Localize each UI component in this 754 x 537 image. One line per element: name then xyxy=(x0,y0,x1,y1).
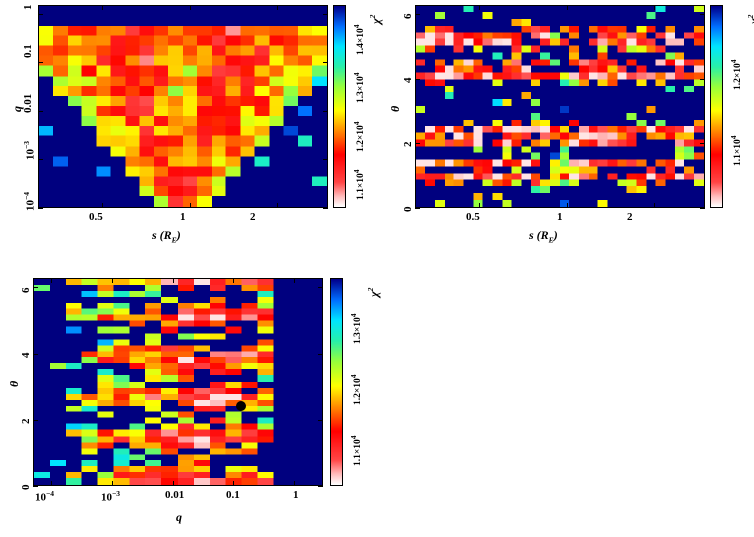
panel-s-q: 1 0.1 0.01 10−3 10−4 q 0.5 1 2 s (RE) 1.… xyxy=(0,0,383,250)
ytick-mark xyxy=(415,208,420,209)
xtick-label-1: 1 xyxy=(557,211,563,223)
xtick-mark xyxy=(566,5,568,10)
ytick-mark xyxy=(700,78,705,80)
xtick-label-2: 2 xyxy=(250,211,256,223)
xaxis-title-s: s (RE) xyxy=(152,228,181,245)
xtick-mark xyxy=(233,481,235,486)
ytick-mark xyxy=(700,143,705,145)
yaxis-title-q: q xyxy=(10,106,24,112)
colorbar-tick-11000: 1.1×104 xyxy=(349,435,364,466)
xtick-mark xyxy=(233,278,235,283)
ytick-mark xyxy=(323,208,328,209)
ytick-label-2: 2 xyxy=(20,418,32,425)
ytick-label-1: 1 xyxy=(22,4,34,11)
xaxis-title-q: q xyxy=(176,510,182,524)
ytick-mark xyxy=(33,419,38,421)
ytick-mark xyxy=(323,159,328,161)
xtick-mark xyxy=(51,481,53,486)
xtick-label-0p5: 0.5 xyxy=(466,211,480,223)
ytick-label-6: 6 xyxy=(20,287,32,294)
yaxis-title-theta: θ xyxy=(7,380,21,387)
xtick-mark xyxy=(294,481,296,486)
xaxis-title-s: s (RE) xyxy=(529,228,558,245)
panel-s-theta: 0 2 4 6 θ 0.5 1 2 s (RE) 1.1×104 1.2×104… xyxy=(380,0,754,250)
colorbar-tick-13000: 1.3×104 xyxy=(349,313,364,344)
xtick-mark xyxy=(479,203,481,208)
yaxis-title-theta: θ xyxy=(388,105,402,112)
ytick-label-4: 4 xyxy=(20,352,32,359)
colorbar-tick-13000: 1.3×104 xyxy=(352,72,367,103)
xtick-mark xyxy=(189,203,191,208)
ytick-mark xyxy=(415,78,420,80)
colorbar-title-chisq: χ2 xyxy=(746,15,754,24)
ytick-mark xyxy=(38,62,43,64)
ytick-label-0: 0 xyxy=(20,484,32,491)
colorbar-tick-12000: 1.2×104 xyxy=(729,59,744,90)
colorbar-q-theta xyxy=(330,278,343,486)
xtick-mark xyxy=(51,278,53,283)
ytick-label-6: 6 xyxy=(402,13,414,20)
colorbar-tick-11000: 1.1×104 xyxy=(352,169,367,200)
ytick-mark xyxy=(38,159,43,161)
ytick-mark xyxy=(33,486,38,487)
xtick-label-1: 1 xyxy=(180,211,186,223)
ytick-mark xyxy=(318,353,323,355)
xtick-mark xyxy=(111,481,113,486)
xtick-mark xyxy=(276,5,278,10)
ytick-mark xyxy=(415,14,420,16)
xtick-label-0p1: 0.1 xyxy=(226,489,240,501)
best-fit-point xyxy=(236,400,247,411)
ytick-mark xyxy=(323,13,328,15)
xtick-label-0p5: 0.5 xyxy=(89,211,103,223)
xtick-mark xyxy=(172,278,174,283)
ytick-mark xyxy=(323,110,328,112)
heatmap-q-theta xyxy=(33,278,323,486)
heatmap-s-theta xyxy=(415,5,705,208)
ytick-mark xyxy=(700,14,705,16)
ytick-mark xyxy=(700,208,705,209)
colorbar-s-q xyxy=(333,5,346,208)
colorbar-tick-14000: 1.4×104 xyxy=(352,24,367,55)
colorbar-title-chisq: χ2 xyxy=(366,287,381,297)
ytick-mark xyxy=(38,208,43,209)
xtick-label-2: 2 xyxy=(627,211,633,223)
ytick-mark xyxy=(33,287,38,289)
ytick-label-1e-3: 10−3 xyxy=(22,140,37,160)
ytick-mark xyxy=(318,486,323,487)
xtick-mark xyxy=(653,203,655,208)
xtick-label-0p01: 0.01 xyxy=(165,489,185,501)
heatmap-s-q xyxy=(38,5,328,208)
xtick-mark xyxy=(294,278,296,283)
colorbar-tick-12000: 1.2×104 xyxy=(349,374,364,405)
xtick-label-1e-3: 10−3 xyxy=(101,489,121,504)
ytick-label-1e-4: 10−4 xyxy=(22,191,37,211)
ytick-mark xyxy=(318,419,323,421)
ytick-mark xyxy=(33,353,38,355)
ytick-mark xyxy=(318,287,323,289)
xtick-mark xyxy=(172,481,174,486)
ytick-label-0: 0 xyxy=(402,206,414,213)
panel-q-theta: 0 2 4 6 θ 10−4 10−3 0.01 0.1 1 q 1.1×104… xyxy=(0,265,400,537)
xtick-mark xyxy=(479,5,481,10)
xtick-mark xyxy=(566,203,568,208)
ytick-mark xyxy=(38,13,43,15)
xtick-mark xyxy=(102,203,104,208)
xtick-label-1e-4: 10−4 xyxy=(35,489,55,504)
ytick-label-0p1: 0.1 xyxy=(22,44,34,58)
colorbar-s-theta xyxy=(710,5,723,208)
xtick-label-1: 1 xyxy=(293,489,299,501)
ytick-mark xyxy=(415,143,420,145)
ytick-label-4: 4 xyxy=(402,77,414,84)
xtick-mark xyxy=(653,5,655,10)
ytick-mark xyxy=(38,110,43,112)
colorbar-tick-12000: 1.2×104 xyxy=(352,121,367,152)
ytick-label-2: 2 xyxy=(402,141,414,148)
ytick-mark xyxy=(323,62,328,64)
xtick-mark xyxy=(189,5,191,10)
xtick-mark xyxy=(102,5,104,10)
xtick-mark xyxy=(276,203,278,208)
colorbar-tick-11000: 1.1×104 xyxy=(729,135,744,166)
xtick-mark xyxy=(111,278,113,283)
